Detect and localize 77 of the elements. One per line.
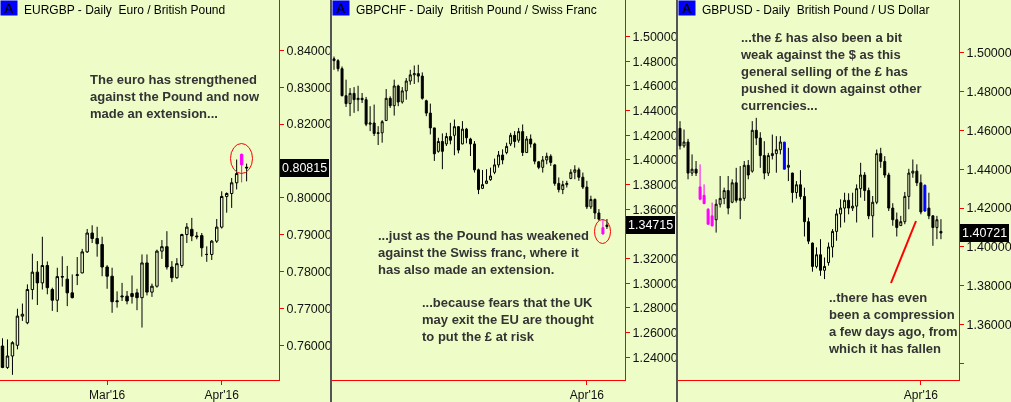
candlestick: [30, 253, 35, 300]
candlestick: [75, 256, 79, 286]
candlestick: [481, 169, 484, 190]
text: 0.80815: [282, 161, 328, 175]
candlestick: [513, 130, 517, 149]
candlestick: [726, 175, 730, 215]
y-tick-label: 1.46000: [966, 123, 1011, 138]
annotation: A: [682, 0, 692, 16]
candlestick: [244, 163, 249, 182]
candlestick: [939, 218, 943, 240]
y-tick-label: 1.50000: [966, 45, 1011, 60]
text: 1.40721: [962, 226, 1008, 240]
candlestick: [738, 165, 742, 220]
candlestick: [485, 168, 489, 184]
candlestick: [20, 303, 25, 322]
y-tick-label: 1.40000: [966, 240, 1011, 255]
candlestick: [786, 147, 790, 182]
candlestick: [5, 338, 10, 370]
chart-title: GBPUSD - Daily British Pound / US Dollar: [702, 3, 930, 17]
candlestick: [605, 218, 609, 230]
candlestick: [489, 167, 493, 182]
annotation: ...because fears that the UK may exit the EU are thought to put the £ at risk: [422, 295, 595, 344]
y-tick-label: 1.44000: [966, 162, 1011, 177]
x-tick-label: Apr'16: [204, 388, 240, 402]
candlestick: [332, 55, 336, 71]
candlestick: [0, 337, 5, 369]
candlestick: [923, 183, 927, 213]
chart-title: EURGBP - Daily Euro / British Pound: [24, 3, 226, 17]
y-tick-label: 1.48000: [966, 84, 1011, 99]
candlestick: [601, 218, 605, 235]
chart-title: GBPCHF - Daily British Pound / Swiss Franc: [356, 3, 597, 17]
candlestick: [541, 155, 545, 174]
candlestick: [790, 172, 794, 204]
annotation: ...just as the Pound has weakened against the Swiss franc, where it has also made an extension.: [378, 228, 589, 277]
annotation: ...the £ has also been a bit weak against the $ as this general selling of the £ has pushed it down against other currencies...: [740, 30, 922, 113]
candlestick: [678, 120, 682, 151]
candlestick: [380, 119, 384, 144]
candlestick: [549, 153, 553, 167]
candlestick: [501, 148, 505, 165]
candlestick: [819, 238, 822, 277]
candlestick: [569, 168, 573, 180]
x-tick-label: Apr'16: [569, 388, 605, 402]
candlestick: [710, 202, 714, 228]
candlestick: [205, 245, 209, 263]
candlestick: [811, 242, 814, 273]
candlestick: [561, 180, 565, 195]
candlestick: [384, 88, 388, 122]
x-tick-label: Mar'16: [88, 388, 126, 402]
candlestick: [356, 85, 360, 112]
candlestick: [505, 142, 509, 155]
candlestick: [10, 340, 15, 376]
candlestick: [448, 122, 452, 145]
candlestick: [452, 119, 456, 156]
candlestick: [774, 135, 778, 174]
y-tick-label: 1.36000: [966, 318, 1011, 333]
annotation: A: [4, 0, 14, 16]
x-tick-label: Apr'16: [903, 388, 939, 402]
candlestick: [593, 197, 597, 220]
annotation: ..there has even been a compression a few days ago, from which it has fallen: [828, 290, 958, 356]
candlestick: [706, 207, 710, 226]
candlestick: [412, 64, 416, 85]
candlestick: [521, 123, 525, 157]
candlestick: [573, 164, 577, 180]
y-tick-label: 1.38000: [966, 279, 1011, 294]
candlestick: [440, 132, 444, 170]
candlestick: [15, 308, 20, 350]
text: 1.34715: [628, 218, 674, 232]
candlestick: [782, 141, 786, 170]
y-tick-label: 1.42000: [966, 201, 1011, 216]
candlestick: [239, 153, 244, 183]
candlestick: [364, 96, 368, 127]
candlestick: [352, 86, 356, 114]
candlestick: [392, 79, 396, 117]
candlestick: [698, 163, 702, 201]
annotation: A: [336, 0, 346, 16]
annotation: The euro has strengthened against the Pound and now made an extension...: [90, 72, 260, 121]
candlestick: [509, 132, 513, 147]
